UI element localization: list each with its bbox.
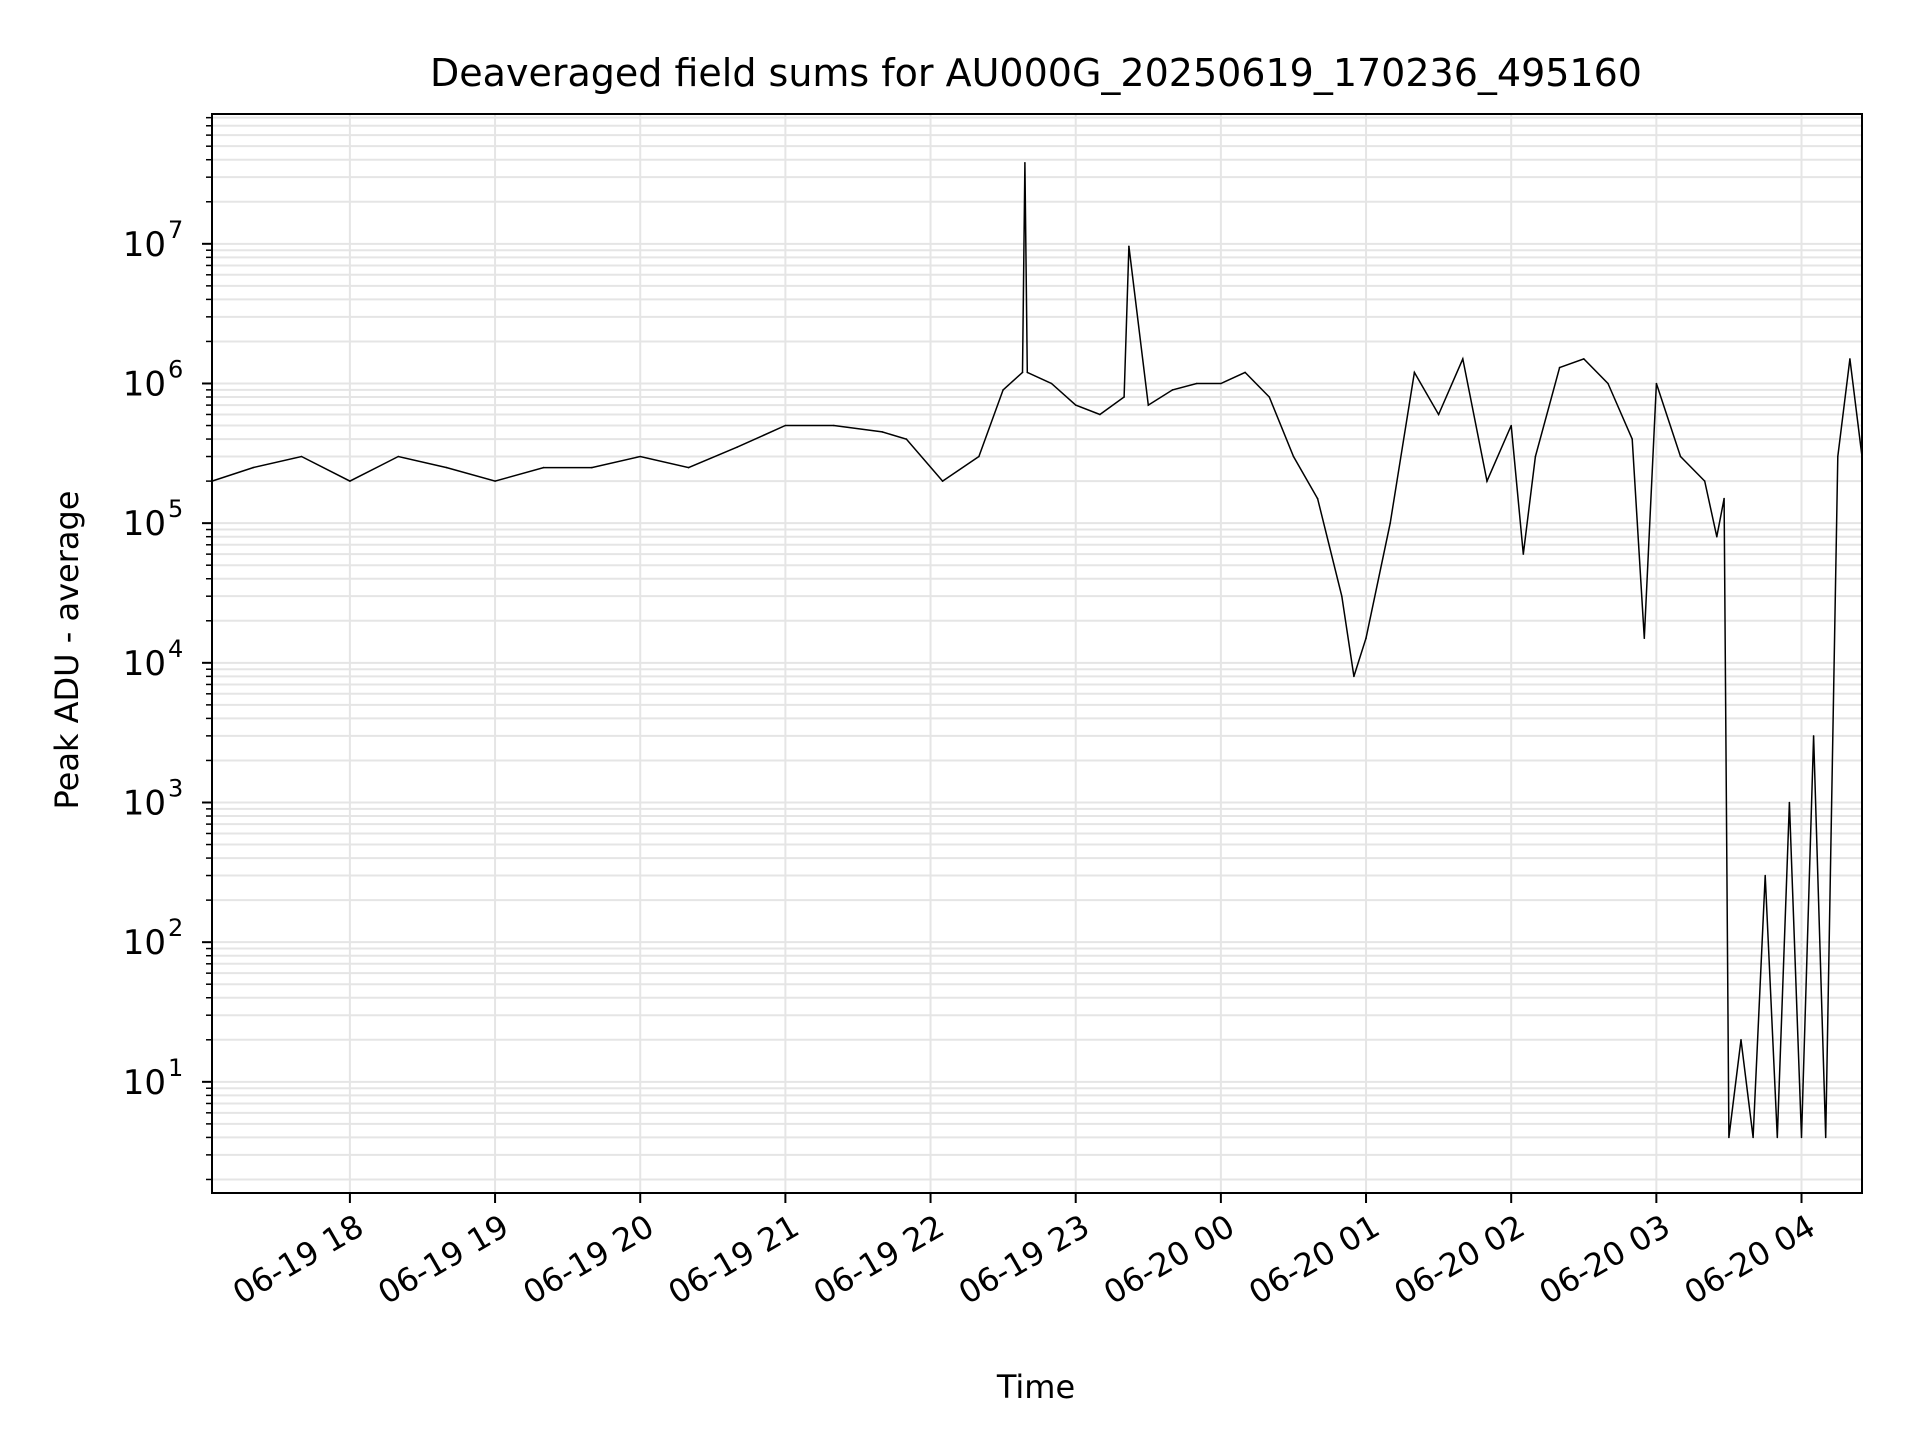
- data-point: [445, 466, 448, 469]
- y-tick-label-exponent: 4: [168, 635, 183, 663]
- data-point: [300, 455, 303, 458]
- data-point: [1607, 382, 1609, 385]
- data-point: [1074, 404, 1077, 406]
- data-point: [978, 455, 980, 458]
- y-tick-label: 10: [123, 644, 166, 684]
- data-point: [1510, 424, 1512, 427]
- data-point: [833, 424, 835, 427]
- data-point: [1812, 735, 1815, 737]
- data-point: [1643, 637, 1646, 639]
- data-point: [397, 455, 400, 458]
- data-point: [1534, 455, 1537, 458]
- data-point: [1128, 245, 1130, 248]
- data-point: [542, 466, 545, 469]
- data-point: [1800, 1136, 1803, 1139]
- data-point: [1788, 801, 1791, 804]
- data-point: [1026, 371, 1029, 374]
- data-point: [1002, 389, 1004, 391]
- y-tick-label: 10: [123, 923, 166, 963]
- data-point: [1522, 553, 1525, 555]
- data-point: [1244, 371, 1246, 374]
- data-point: [1123, 396, 1125, 398]
- data-point: [1316, 497, 1319, 500]
- data-point: [1486, 480, 1488, 482]
- y-tick-label-exponent: 1: [168, 1054, 183, 1082]
- data-point: [1389, 522, 1391, 524]
- y-tick-label: 10: [123, 783, 166, 823]
- data-point: [1723, 497, 1725, 500]
- data-point: [1268, 396, 1271, 398]
- y-tick-label-exponent: 3: [168, 774, 183, 802]
- data-point: [905, 438, 908, 440]
- data-point: [252, 466, 254, 469]
- y-tick-label-exponent: 7: [168, 216, 183, 244]
- data-point: [1437, 413, 1440, 416]
- data-point: [1050, 382, 1053, 385]
- data-point: [881, 431, 883, 433]
- y-axis-label: Peak ADU - average: [48, 491, 86, 810]
- data-point: [1220, 382, 1222, 385]
- series-line: [211, 162, 1863, 1138]
- data-point: [1024, 162, 1026, 164]
- data-point: [1776, 1136, 1779, 1139]
- data-point: [1728, 1136, 1730, 1139]
- y-tick-label: 10: [123, 1063, 166, 1103]
- data-point: [1147, 404, 1150, 406]
- data-point: [1462, 358, 1464, 360]
- y-tick-label-exponent: 6: [168, 355, 183, 383]
- data-point: [1365, 637, 1367, 639]
- data-point: [1849, 358, 1851, 360]
- data-point: [1631, 438, 1633, 440]
- y-tick-label-exponent: 5: [168, 495, 183, 523]
- data-point: [1099, 413, 1101, 416]
- data-point: [1716, 535, 1718, 538]
- data-point: [1353, 675, 1355, 678]
- data-point: [1021, 371, 1024, 374]
- data-point: [784, 424, 787, 427]
- data-point: [591, 466, 593, 469]
- data-point: [1679, 455, 1682, 458]
- y-tick-label: 10: [123, 364, 166, 404]
- y-tick-label-exponent: 2: [168, 914, 183, 942]
- data-point: [1655, 382, 1658, 385]
- data-point: [349, 480, 351, 482]
- data-point: [1292, 455, 1295, 458]
- y-tick-label: 10: [123, 504, 166, 544]
- data-point: [736, 446, 738, 449]
- data-point: [639, 455, 641, 458]
- data-point: [1558, 366, 1561, 369]
- data-point: [1752, 1136, 1754, 1139]
- data-point: [494, 480, 496, 482]
- data-point: [687, 466, 690, 469]
- data-point: [1837, 455, 1839, 458]
- data-point: [1583, 358, 1585, 360]
- y-tick-label: 10: [123, 225, 166, 265]
- data-point: [1341, 595, 1343, 597]
- data-point: [1824, 1136, 1827, 1139]
- data-point: [941, 480, 944, 482]
- data-point: [1195, 382, 1198, 385]
- grid-layer: [212, 114, 1862, 1193]
- plot-frame: [211, 113, 1863, 1194]
- x-axis-label: Time: [996, 1368, 1075, 1406]
- data-point: [1703, 480, 1706, 482]
- chart-title: Deaveraged field sums for AU000G_2025061…: [430, 51, 1642, 95]
- data-point: [1740, 1039, 1742, 1041]
- data-point: [1764, 874, 1766, 877]
- data-point: [1413, 371, 1416, 374]
- data-point: [1171, 389, 1174, 391]
